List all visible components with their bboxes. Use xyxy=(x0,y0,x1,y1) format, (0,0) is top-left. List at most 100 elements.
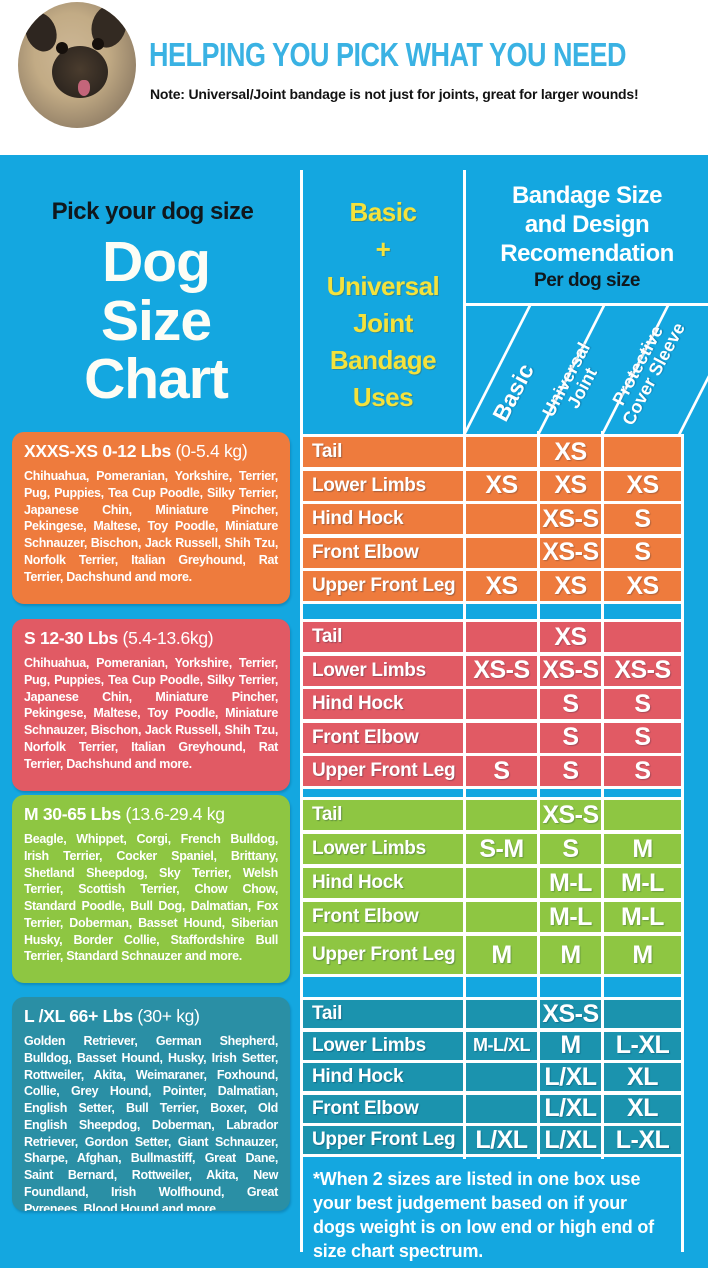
page-title: Dog Size Chart xyxy=(0,233,312,409)
size-cell-basic xyxy=(466,722,537,753)
row-label: Tail xyxy=(303,622,463,652)
row-label: Tail xyxy=(303,437,463,467)
size-cell-universal-joint: L/XL xyxy=(540,1094,601,1123)
table-row: Lower Limbs XS-S XS-S XS-S xyxy=(303,655,681,686)
group-size: L /XL xyxy=(24,1006,65,1026)
size-cell-protective: XS xyxy=(604,571,681,601)
size-cell-protective: S xyxy=(604,689,681,719)
size-cell-universal-joint: XS-S xyxy=(540,537,601,568)
size-cell-universal-joint: S xyxy=(540,689,601,719)
row-label: Hind Hock xyxy=(303,868,463,898)
size-cell-protective: L-XL xyxy=(604,1126,681,1154)
uses-line: Uses xyxy=(352,381,414,412)
group-breed-list: Chihuahua, Pomeranian, Yorkshire, Terrie… xyxy=(24,469,278,584)
bandage-type-columns-header: Basic Universal Joint Protective Cover S… xyxy=(463,306,708,434)
row-label: Hind Hock xyxy=(303,689,463,719)
pug-photo-detail xyxy=(92,38,104,50)
table-row: Lower Limbs S-M S M xyxy=(303,834,681,864)
group-size: M xyxy=(24,804,39,824)
row-label: Hind Hock xyxy=(303,1063,463,1091)
row-label: Front Elbow xyxy=(303,722,463,753)
grid-line-vertical xyxy=(537,431,540,1159)
size-cell-universal-joint: M-L xyxy=(540,902,601,932)
row-label: Tail xyxy=(303,1000,463,1028)
size-cell-protective xyxy=(604,800,681,830)
size-cell-universal-joint: S xyxy=(540,722,601,753)
size-cell-basic xyxy=(466,868,537,898)
size-cell-protective xyxy=(604,1000,681,1028)
size-cell-basic xyxy=(466,689,537,719)
table-row: Tail XS-S xyxy=(303,800,681,830)
table-row: Hind Hock M-L M-L xyxy=(303,868,681,898)
size-cell-universal-joint: L/XL xyxy=(540,1126,601,1154)
grid-line-vertical xyxy=(601,431,604,1159)
size-cell-universal-joint: XS xyxy=(540,571,601,601)
size-cell-protective: XS xyxy=(604,470,681,501)
grid-line-horizontal xyxy=(463,303,708,306)
recommendation-line: Recomendation xyxy=(500,239,674,267)
size-cell-basic xyxy=(466,1094,537,1123)
row-label: Front Elbow xyxy=(303,1094,463,1123)
dog-group-m: M 30-65 Lbs (13.6-29.4 kg Beagle, Whippe… xyxy=(12,795,290,983)
table-row: Upper Front Leg L/XL L/XL L-XL xyxy=(303,1126,681,1154)
size-cell-universal-joint: S xyxy=(540,756,601,786)
size-cell-basic xyxy=(466,902,537,932)
row-label: Lower Limbs xyxy=(303,1031,463,1060)
size-cell-basic: XS xyxy=(466,571,537,601)
group-weight-kg: (13.6-29.4 kg xyxy=(125,804,225,824)
row-label: Upper Front Leg xyxy=(303,936,463,974)
size-cell-protective: M-L xyxy=(604,868,681,898)
recommendation-line: Bandage Size xyxy=(511,182,663,209)
size-cell-protective: M-L xyxy=(604,902,681,932)
page-title-line: Chart xyxy=(84,347,229,412)
size-cell-protective: XS-S xyxy=(604,655,681,686)
group-size: S xyxy=(24,628,36,648)
group-heading: XXXS-XS 0-12 Lbs (0-5.4 kg) xyxy=(24,441,278,462)
row-label: Front Elbow xyxy=(303,902,463,932)
size-cell-protective xyxy=(604,622,681,652)
row-label: Lower Limbs xyxy=(303,834,463,864)
table-row: Front Elbow L/XL XL xyxy=(303,1094,681,1123)
size-table-l-xl: Tail XS-S Lower Limbs M-L/XL M L-XL Hind… xyxy=(300,997,684,1157)
size-cell-protective: L-XL xyxy=(604,1031,681,1060)
size-cell-basic: S xyxy=(466,756,537,786)
table-row: Hind Hock S S xyxy=(303,689,681,719)
dog-group-l-xl: L /XL 66+ Lbs (30+ kg) Golden Retriever,… xyxy=(12,997,290,1211)
table-row: Hind Hock XS-S S xyxy=(303,504,681,534)
size-cell-basic: L/XL xyxy=(466,1126,537,1154)
group-heading: M 30-65 Lbs (13.6-29.4 kg xyxy=(24,804,278,825)
group-breed-list: Beagle, Whippet, Corgi, French Bulldog, … xyxy=(24,832,278,964)
size-cell-basic xyxy=(466,504,537,534)
table-row: Front Elbow S S xyxy=(303,722,681,753)
size-cell-universal-joint: M-L xyxy=(540,868,601,898)
table-row: Hind Hock L/XL XL xyxy=(303,1063,681,1091)
uses-line: Joint xyxy=(353,307,413,338)
group-weight-lbs: 30-65 Lbs xyxy=(42,804,121,824)
page-title-line: Dog xyxy=(102,230,211,294)
uses-line: Bandage xyxy=(329,344,437,375)
dog-group-xxxs-xs: XXXS-XS 0-12 Lbs (0-5.4 kg) Chihuahua, P… xyxy=(12,432,290,604)
uses-line: Basic xyxy=(349,197,417,227)
group-breed-list: Chihuahua, Pomeranian, Yorkshire, Terrie… xyxy=(24,656,278,771)
size-cell-basic xyxy=(466,1063,537,1091)
row-label: Upper Front Leg xyxy=(303,571,463,601)
group-weight-lbs: 66+ Lbs xyxy=(69,1006,133,1026)
size-cell-protective: S xyxy=(604,537,681,568)
table-row: Lower Limbs M-L/XL M L-XL xyxy=(303,1031,681,1060)
size-cell-basic xyxy=(466,1000,537,1028)
size-cell-basic: S-M xyxy=(466,834,537,864)
group-size: XXXS-XS xyxy=(24,441,98,461)
group-weight-lbs: 0-12 Lbs xyxy=(102,441,171,461)
size-cell-universal-joint: M xyxy=(540,1031,601,1060)
recommendation-heading: Bandage Size and Design Recomendation Pe… xyxy=(466,182,708,293)
size-cell-basic: M xyxy=(466,936,537,974)
size-cell-protective: XL xyxy=(604,1063,681,1091)
pug-photo-detail xyxy=(56,42,68,54)
group-weight-kg: (0-5.4 kg) xyxy=(175,441,248,461)
size-table-xxxs-xs: Tail XS Lower Limbs XS XS XS Hind Hock X… xyxy=(300,434,684,604)
uses-line: + xyxy=(375,233,391,264)
recommendation-subtitle: Per dog size xyxy=(534,270,640,292)
size-cell-basic xyxy=(466,622,537,652)
row-label: Lower Limbs xyxy=(303,655,463,686)
